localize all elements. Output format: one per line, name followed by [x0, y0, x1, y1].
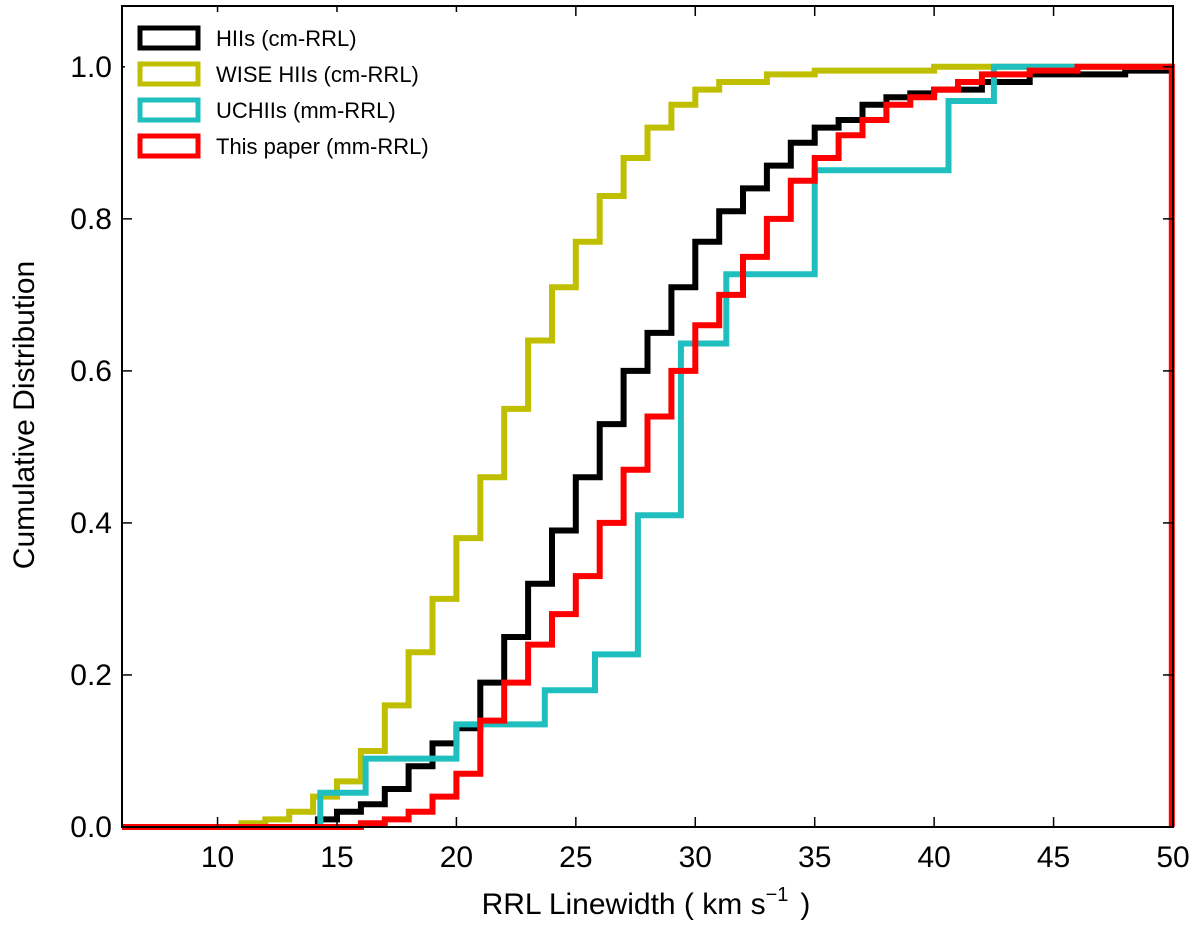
x-tick-label-2: 20 — [440, 841, 473, 874]
x-axis-label-exponent: −1 — [766, 884, 789, 906]
x-tick-label-5: 35 — [798, 841, 831, 874]
y-tick-label-2: 0.4 — [70, 507, 112, 540]
x-axis-label-end: ) — [800, 888, 810, 921]
y-tick-label-5: 1.0 — [70, 51, 112, 84]
x-tick-label-0: 10 — [201, 841, 234, 874]
legend-swatch-2 — [137, 97, 201, 123]
x-tick-label-7: 45 — [1037, 841, 1070, 874]
legend-label-2: UCHIIs (mm-RRL) — [216, 98, 396, 123]
legend-swatch-3 — [137, 133, 201, 159]
x-tick-label-4: 30 — [679, 841, 712, 874]
legend-frame — [125, 12, 487, 170]
y-tick-label-3: 0.6 — [70, 355, 112, 388]
legend-swatch-1 — [137, 61, 201, 87]
legend: HIIs (cm-RRL) WISE HIIs (cm-RRL) UCHIIs (m… — [125, 12, 487, 170]
series-layer — [122, 63, 1175, 830]
x-tick-label-1: 15 — [320, 841, 353, 874]
x-axis-label: RRL Linewidth ( km s−1) — [482, 884, 811, 921]
ticks-layer: 10 15 20 25 30 35 40 45 50 0.0 0.2 0.4 0.6 0.8 1.0 — [70, 6, 1190, 874]
legend-label-1: WISE HIIs (cm-RRL) — [216, 62, 419, 87]
legend-swatch-0 — [137, 25, 201, 51]
y-tick-label-1: 0.2 — [70, 659, 112, 692]
y-axis-label: Cumulative Distribution — [8, 261, 41, 569]
series-line-1 — [122, 63, 1173, 830]
y-tick-label-0: 0.0 — [70, 811, 112, 844]
legend-label-0: HIIs (cm-RRL) — [216, 26, 357, 51]
x-axis-label-main: RRL Linewidth ( km s — [482, 888, 766, 921]
x-tick-label-3: 25 — [559, 841, 592, 874]
legend-label-3: This paper (mm-RRL) — [216, 134, 429, 159]
y-tick-label-4: 0.8 — [70, 203, 112, 236]
x-tick-label-6: 40 — [917, 841, 950, 874]
x-tick-label-8: 50 — [1156, 841, 1189, 874]
plot-frame — [121, 5, 1174, 828]
series-line-3 — [122, 63, 1175, 830]
series-line-2 — [122, 63, 1078, 830]
